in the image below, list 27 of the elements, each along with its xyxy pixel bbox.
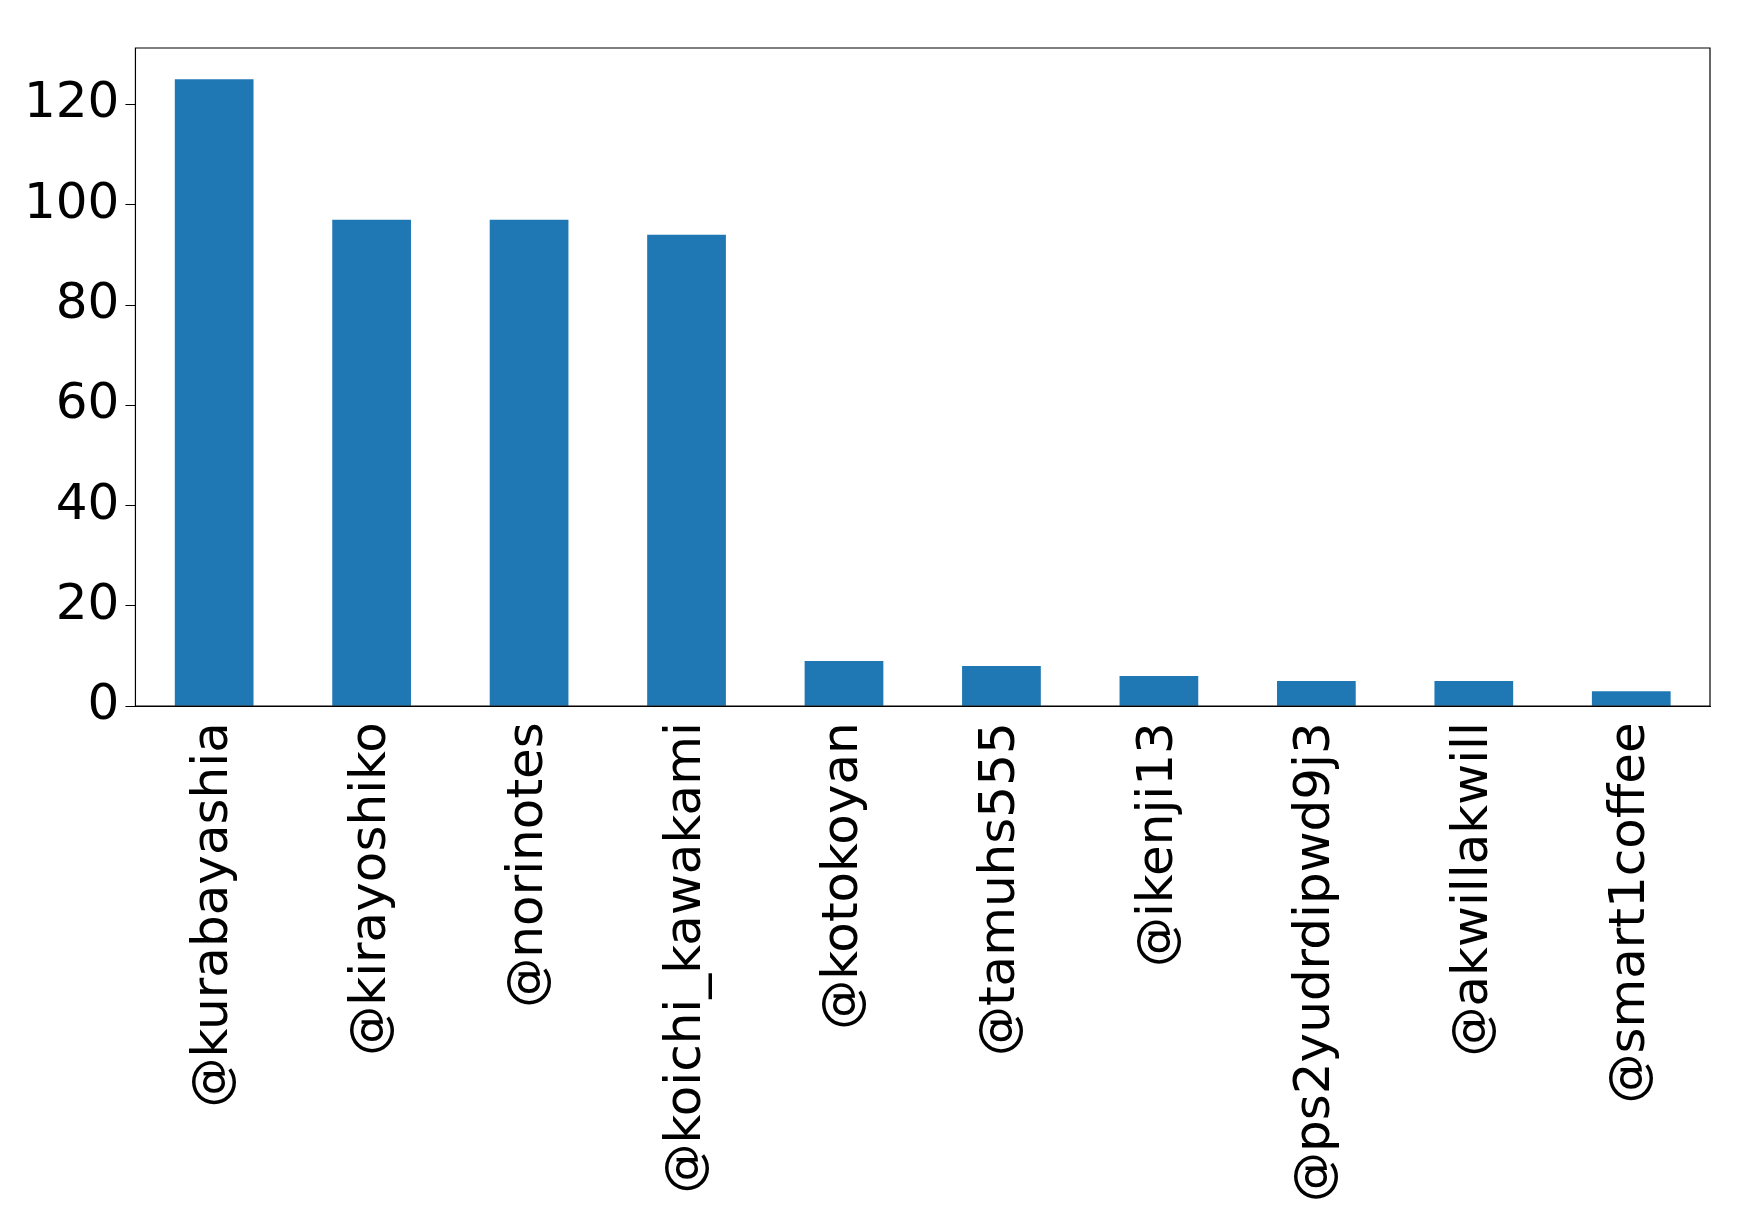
x-tick-label: @akwillakwill (1440, 722, 1499, 1057)
bar (647, 234, 726, 706)
bar (332, 219, 411, 706)
x-tick-label: @kurabayashia (181, 722, 240, 1108)
bar (1434, 681, 1514, 706)
y-tick-label: 120 (24, 71, 120, 130)
x-tick-label: @kotokoyan (810, 722, 869, 1030)
bar (489, 219, 569, 706)
y-tick-label: 100 (24, 171, 120, 230)
x-tick-label: @tamuhs555 (968, 722, 1027, 1057)
x-tick-label: @norinotes (496, 722, 555, 1008)
bar (1591, 691, 1671, 706)
x-tick-label: @ikenji13 (1125, 722, 1184, 968)
y-tick-label: 60 (55, 372, 120, 431)
y-tick-label: 20 (55, 572, 120, 631)
bar (174, 79, 254, 706)
y-tick-label: 80 (55, 271, 120, 330)
bar (804, 661, 884, 706)
bar (1276, 681, 1356, 706)
x-tick-label: @kirayoshiko (338, 722, 397, 1056)
y-tick-label: 40 (55, 472, 120, 531)
bar (962, 666, 1041, 706)
x-tick-label: @koichi_kawakami (653, 722, 712, 1194)
x-tick-label: @ps2yudrdipwd9j3 (1283, 722, 1342, 1202)
x-tick-label: @smart1coffee (1598, 722, 1657, 1104)
bar (1119, 676, 1199, 706)
y-tick-label: 0 (87, 673, 120, 732)
